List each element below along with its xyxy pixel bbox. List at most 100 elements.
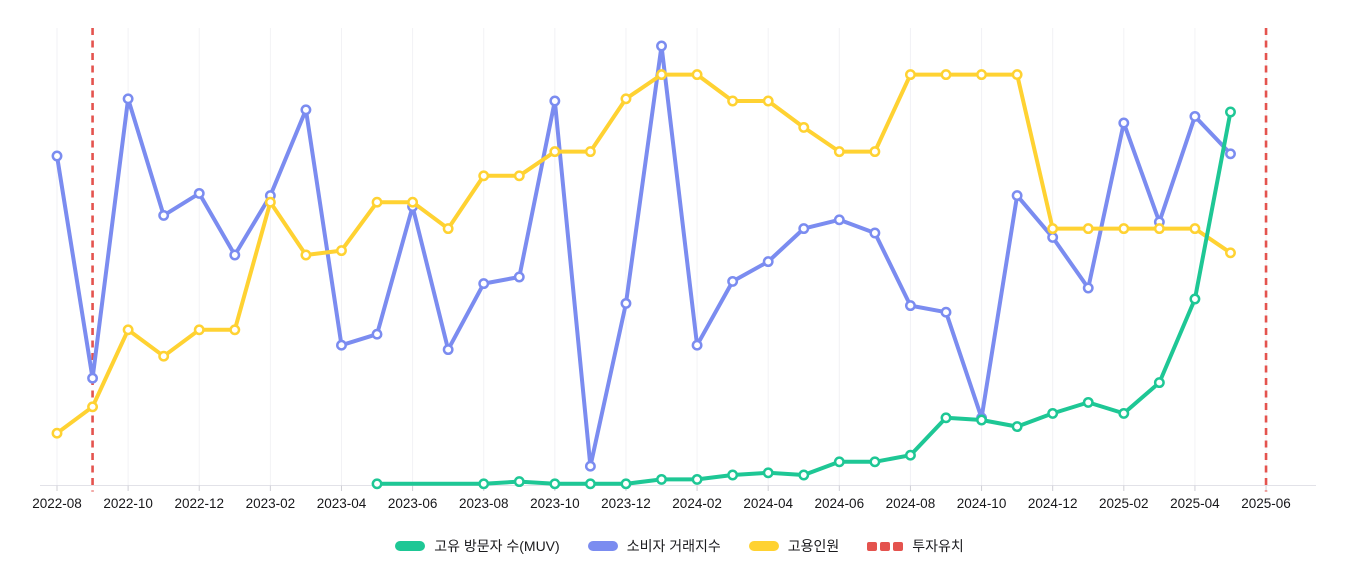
legend-label-employees: 고용인원 (787, 538, 840, 554)
consumer-index-series-marker (122, 93, 134, 105)
employees-series-marker (798, 121, 810, 133)
x-tick-label: 2025-04 (1170, 496, 1220, 511)
x-tick-label: 2023-02 (246, 496, 296, 511)
employees-series-marker (371, 196, 383, 208)
muv-series-marker (904, 449, 916, 461)
consumer-index-series-marker (656, 40, 667, 52)
consumer-index-series-marker (229, 249, 241, 261)
line-chart-canvas: 2022-08 2022-10 2022-12 2023-02 2023-04 2023-… (32, 28, 1316, 511)
muv-series-marker (727, 469, 739, 481)
consumer-index-series-marker (1082, 282, 1094, 294)
employees-series-marker (656, 69, 667, 81)
employees-series-marker (869, 146, 881, 158)
muv-series-marker (940, 412, 952, 424)
x-tick-label: 2024-02 (672, 496, 722, 511)
muv-series-marker (833, 456, 845, 468)
muv-series-marker (478, 478, 490, 490)
x-tick-label: 2024-08 (886, 496, 936, 511)
x-tick-label: 2025-06 (1241, 496, 1291, 511)
x-tick-label: 2023-10 (530, 496, 580, 511)
employees-series-marker (87, 401, 99, 413)
muv-series-marker (656, 473, 667, 485)
muv-series-marker (1153, 377, 1165, 389)
x-tick-label: 2024-04 (743, 496, 793, 511)
x-tick-label: 2022-12 (174, 496, 224, 511)
consumer-index-series-marker (442, 344, 454, 356)
legend-swatch-consumer-index-icon (587, 541, 618, 551)
legend-item-muv[interactable]: 고유 방문자 수(MUV) (395, 536, 560, 556)
consumer-index-series-marker (762, 256, 774, 268)
legend-label-investment: 투자유치 (912, 538, 964, 554)
employees-series-marker (1118, 223, 1130, 235)
legend-swatch-muv-icon (395, 541, 426, 551)
consumer-index-series-marker (727, 275, 739, 287)
muv-series-marker (1082, 396, 1094, 408)
consumer-index-series-marker (869, 227, 881, 239)
consumer-index-series-marker (1189, 110, 1201, 122)
consumer-index-series-marker (584, 460, 596, 472)
legend-item-investment[interactable]: 투자유치 (867, 536, 964, 556)
employees-series-marker (513, 170, 525, 182)
muv-series-line (375, 110, 1233, 486)
consumer-index-series-marker (87, 372, 99, 384)
employees-series-marker (727, 95, 739, 107)
employees-series-marker (549, 146, 561, 158)
muv-series-marker (584, 478, 596, 490)
employees-series-marker (336, 245, 347, 257)
employees-series-marker (691, 69, 703, 81)
employees-series-marker (122, 324, 134, 336)
employees-series-marker (584, 146, 596, 158)
muv-series-marker (620, 478, 632, 490)
consumer-index-series-marker (300, 104, 312, 116)
muv-series-marker (798, 469, 810, 481)
muv-series-marker (869, 456, 881, 468)
legend-swatch-investment-icon (867, 541, 904, 551)
consumer-index-series-marker (158, 209, 170, 221)
muv-series-marker (976, 414, 988, 426)
consumer-index-series-line (55, 44, 1233, 469)
employees-series-marker (51, 427, 63, 439)
muv-series-marker (513, 476, 525, 488)
employees-series-marker (904, 69, 916, 81)
consumer-index-series-marker (904, 300, 916, 312)
consumer-index-series-marker (336, 339, 347, 351)
employees-series-marker (620, 93, 632, 105)
employees-series-marker (833, 146, 845, 158)
consumer-index-series-marker (940, 306, 952, 318)
muv-series-marker (1047, 407, 1059, 419)
muv-series-marker (1118, 407, 1130, 419)
consumer-index-series-marker (513, 271, 525, 283)
legend: 고유 방문자 수(MUV) 소비자 거래지수 고용인원 투자유치 (0, 536, 1359, 556)
consumer-index-series-marker (1011, 190, 1023, 202)
employees-series-marker (158, 350, 170, 362)
legend-item-consumer-index[interactable]: 소비자 거래지수 (587, 536, 721, 556)
employees-series-marker (976, 69, 988, 81)
consumer-index-series-marker (1118, 117, 1130, 129)
consumer-index-series-marker (193, 187, 205, 199)
consumer-index-series-marker (51, 150, 63, 162)
muv-series-marker (691, 473, 703, 485)
x-tick-label: 2024-10 (957, 496, 1007, 511)
legend-label-muv: 고유 방문자 수(MUV) (434, 538, 560, 554)
x-tick-label: 2023-12 (601, 496, 651, 511)
muv-series-marker (371, 478, 383, 490)
legend-item-employees[interactable]: 고용인원 (748, 536, 840, 556)
x-tick-label: 2023-06 (388, 496, 438, 511)
muv-series-marker (549, 478, 561, 490)
employees-series-marker (1225, 247, 1236, 259)
x-tick-label: 2022-08 (32, 496, 82, 511)
employees-series-marker (442, 223, 454, 235)
employees-series-marker (1189, 223, 1201, 235)
legend-label-consumer-index: 소비자 거래지수 (626, 538, 721, 554)
consumer-index-series-marker (620, 297, 632, 309)
consumer-index-series-marker (833, 214, 845, 226)
employees-series-marker (1082, 223, 1094, 235)
employees-series-marker (1011, 69, 1023, 81)
consumer-index-series-marker (1047, 231, 1059, 243)
x-tick-label: 2023-04 (317, 496, 367, 511)
consumer-index-series-marker (1225, 148, 1236, 160)
employees-series-marker (264, 196, 276, 208)
x-tick-label: 2024-06 (815, 496, 865, 511)
muv-series-marker (1189, 293, 1201, 305)
